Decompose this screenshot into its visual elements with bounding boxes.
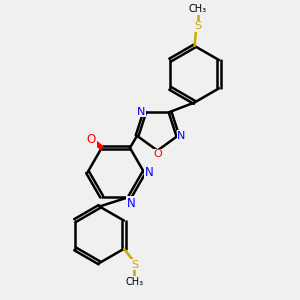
Text: O: O xyxy=(153,149,162,159)
Text: O: O xyxy=(87,133,96,146)
Text: S: S xyxy=(131,260,138,270)
Text: S: S xyxy=(194,21,201,31)
Text: CH₃: CH₃ xyxy=(188,4,207,14)
Text: N: N xyxy=(145,166,154,179)
Text: N: N xyxy=(177,131,185,141)
Text: N: N xyxy=(137,107,146,117)
Text: CH₃: CH₃ xyxy=(125,277,143,286)
Text: N: N xyxy=(127,197,136,210)
